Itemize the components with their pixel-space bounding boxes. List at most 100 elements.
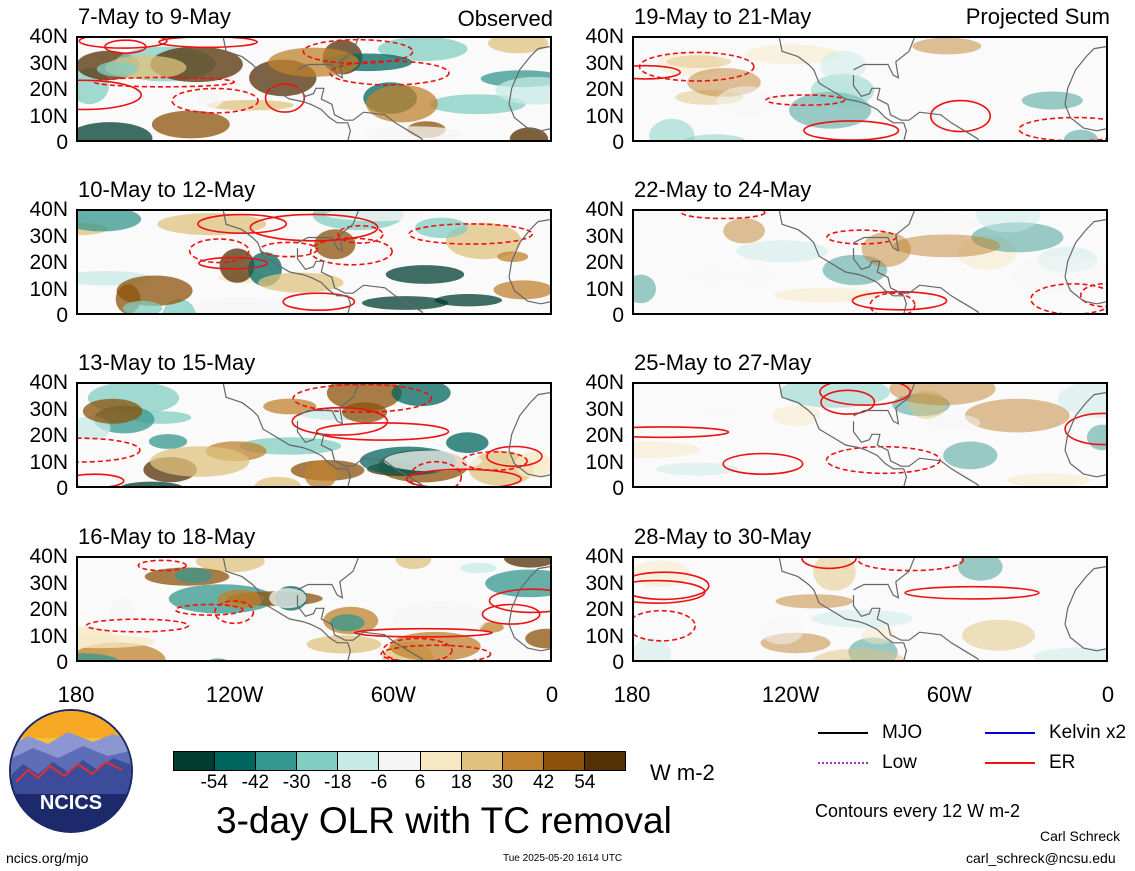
coastline [508, 565, 550, 625]
y-tick-label: 20N [29, 251, 68, 274]
y-tick-label: 30N [585, 571, 624, 595]
colorbar-swatch [461, 752, 503, 770]
panel-title: 10-May to 12-May [78, 177, 256, 202]
email[interactable]: carl_schreck@ncsu.edu [966, 850, 1116, 866]
olr-anomaly [157, 213, 267, 236]
panel-title: 16-May to 18-May [78, 524, 256, 549]
er-contour [765, 94, 846, 106]
olr-anomaly [976, 211, 1041, 233]
olr-anomaly [649, 118, 695, 140]
er-contour [198, 256, 269, 270]
er-contour [104, 39, 147, 54]
colorbar-swatch [420, 752, 462, 770]
er-contour [78, 473, 125, 486]
coastline [222, 558, 352, 660]
er-contour [174, 603, 244, 616]
colorbar-tick-label: -54 [200, 772, 228, 793]
er-contour [158, 38, 258, 49]
olr-anomaly [148, 434, 188, 449]
olr-anomaly [384, 450, 482, 472]
coastline [1064, 565, 1106, 625]
olr-anomaly [1063, 129, 1099, 140]
ncics-logo: NCICS [8, 708, 134, 834]
olr-anomaly [810, 73, 875, 108]
legend-item: MJO [818, 722, 922, 744]
coastline [1064, 45, 1106, 105]
olr-anomaly [306, 635, 382, 654]
colorbar-swatch [502, 752, 544, 770]
coastline [508, 277, 550, 305]
legend-label: ER [1049, 752, 1076, 773]
olr-anomaly [254, 476, 302, 486]
olr-anomaly [78, 211, 142, 232]
map-panel [632, 209, 1108, 315]
colorbar-swatch [584, 752, 626, 770]
y-tick-label: 20N [585, 251, 624, 274]
olr-anomaly [151, 110, 230, 139]
x-tick-label: 120W [761, 682, 820, 707]
er-contour [857, 558, 964, 572]
legend-label: Kelvin x2 [1049, 722, 1127, 743]
olr-anomaly [943, 441, 998, 470]
colorbar-tick-label: -18 [323, 772, 352, 793]
er-contour [214, 600, 255, 625]
olr-anomaly [889, 384, 996, 406]
er-contour [78, 38, 168, 49]
legend-item: Low [818, 752, 917, 774]
er-contour [634, 64, 681, 80]
olr-anomaly [893, 234, 1001, 258]
er-contour [85, 618, 190, 633]
olr-anomaly [326, 384, 402, 412]
map-panel [76, 209, 552, 315]
olr-anomaly [666, 55, 731, 68]
olr-anomaly [121, 481, 182, 486]
olr-anomaly [493, 280, 550, 300]
olr-anomaly [759, 615, 804, 645]
er-contour [188, 238, 250, 264]
y-tick-label: 30N [585, 224, 624, 248]
legend-item: Kelvin x2 [985, 722, 1126, 744]
er-contour [481, 603, 541, 625]
olr-anomaly [263, 398, 317, 415]
olr-anomaly [634, 274, 656, 304]
er-contour [282, 292, 356, 311]
er-contour [249, 213, 379, 242]
er-contour [259, 241, 318, 258]
colorbar-swatch [297, 752, 339, 770]
colorbar-swatch [379, 752, 421, 770]
olr-anomaly [775, 594, 854, 609]
y-tick-label: 20N [29, 78, 68, 101]
coastline [852, 421, 980, 486]
er-contour [1064, 412, 1106, 446]
olr-anomaly [1057, 384, 1106, 418]
er-contour [405, 468, 522, 486]
olr-anomaly [217, 589, 264, 609]
olr-anomaly [78, 653, 119, 660]
olr-anomaly [962, 619, 1035, 651]
olr-anomaly [377, 38, 468, 62]
y-tick-label: 40N [29, 25, 68, 48]
colorbar-tick-label: 18 [450, 772, 472, 793]
y-tick-label: 10N [29, 104, 68, 128]
y-tick-label: 10N [29, 277, 68, 301]
contour-note: Contours every 12 W m-2 [815, 801, 1021, 821]
map-panel [632, 556, 1108, 662]
olr-anomaly [812, 648, 906, 660]
map-panel [632, 382, 1108, 488]
er-contour [137, 559, 187, 572]
observed-label: Observed [457, 6, 553, 31]
er-contour [803, 120, 900, 140]
coastline [508, 218, 550, 278]
site-url[interactable]: ncics.org/mjo [6, 850, 89, 866]
er-contour [634, 571, 710, 601]
er-contour [819, 384, 911, 406]
olr-anomaly [964, 398, 1070, 433]
olr-anomaly [820, 50, 866, 82]
y-tick-label: 10N [585, 624, 624, 648]
y-tick-label: 0 [612, 131, 624, 154]
y-tick-label: 20N [29, 598, 68, 621]
colorbar-tick-label: 54 [574, 772, 596, 793]
olr-anomaly [434, 294, 502, 307]
colorbar [173, 751, 626, 771]
olr-anomaly [415, 217, 468, 238]
